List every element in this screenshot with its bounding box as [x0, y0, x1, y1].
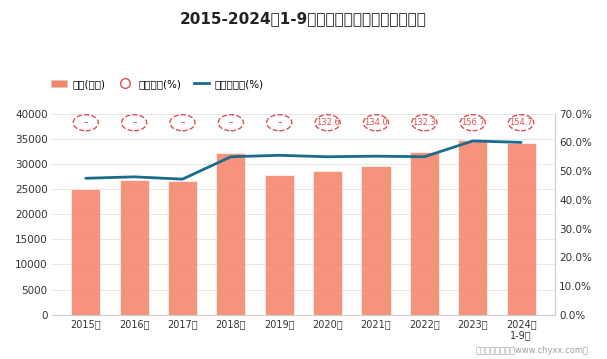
Bar	[458, 140, 487, 314]
Bar	[265, 175, 294, 314]
Text: -: -	[132, 116, 137, 129]
Text: 156.7: 156.7	[461, 118, 484, 127]
Text: -: -	[277, 116, 282, 129]
Bar	[507, 143, 535, 314]
Legend: 负债(亿元), 产权比率(%), 资产负债率(%): 负债(亿元), 产权比率(%), 资产负债率(%)	[47, 75, 268, 93]
Text: 134.0: 134.0	[364, 118, 388, 127]
Bar	[120, 180, 149, 314]
Text: 制图：智研咋询（www.chyxx.com）: 制图：智研咋询（www.chyxx.com）	[476, 346, 589, 355]
Text: -: -	[180, 116, 185, 129]
Text: 132.3: 132.3	[412, 118, 436, 127]
Bar	[362, 167, 390, 314]
Text: 132.6: 132.6	[316, 118, 339, 127]
Text: 2015-2024年1-9月河南省工业企业负债统计图: 2015-2024年1-9月河南省工业企业负债统计图	[180, 11, 427, 26]
Text: -: -	[84, 116, 88, 129]
Bar	[216, 153, 245, 314]
Bar	[168, 181, 197, 314]
Bar	[410, 152, 439, 314]
Text: 154.7: 154.7	[509, 118, 533, 127]
Bar	[71, 189, 100, 314]
Text: -: -	[229, 116, 233, 129]
Bar	[313, 172, 342, 314]
